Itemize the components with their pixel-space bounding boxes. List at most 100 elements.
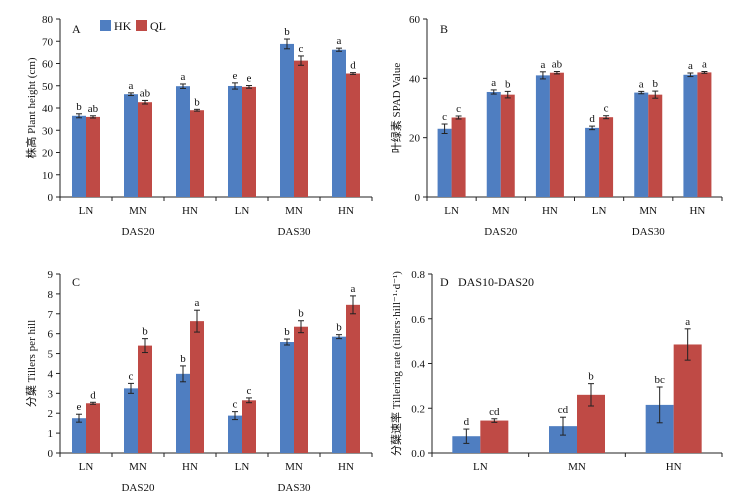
bar-ql	[294, 326, 308, 453]
y-tick-label: 0.6	[411, 314, 425, 326]
x-category-label: HN	[338, 461, 354, 473]
y-tick-label: 6	[48, 329, 54, 341]
significance-letter: ab	[140, 87, 151, 99]
bar-ql	[190, 321, 204, 453]
bar-hk	[535, 75, 550, 197]
bar-ql	[697, 72, 712, 197]
x-group-label: DAS20	[484, 226, 518, 238]
significance-letter: a	[685, 316, 690, 328]
bar-hk	[486, 91, 501, 197]
x-category-label: LN	[235, 205, 250, 217]
significance-letter: c	[247, 385, 252, 397]
significance-letter: b	[180, 353, 186, 365]
y-tick-label: 3	[48, 388, 54, 400]
significance-letter: cd	[489, 406, 500, 418]
bar-hk	[176, 86, 190, 197]
legend-label-hk: HK	[114, 19, 132, 33]
y-tick-label: 50	[42, 81, 54, 93]
x-category-label: HN	[338, 205, 354, 217]
significance-letter: a	[181, 71, 186, 83]
significance-letter: b	[76, 101, 82, 113]
bar-hk	[72, 418, 86, 453]
significance-letter: a	[129, 80, 134, 92]
bar-ql	[242, 400, 256, 453]
y-axis-title: 分蘖速率 Tillering rate (tillers·hill⁻¹·d⁻¹)	[389, 271, 403, 456]
bar-hk	[228, 85, 242, 197]
y-tick-label: 60	[409, 14, 421, 26]
significance-letter: a	[688, 60, 693, 72]
significance-letter: e	[247, 73, 252, 85]
y-axis-title: 叶绿素 SPAD Value	[389, 63, 403, 154]
x-category-label: MN	[129, 205, 147, 217]
x-group-label: DAS30	[277, 226, 311, 238]
y-tick-label: 30	[42, 125, 54, 137]
x-category-label: LN	[79, 461, 94, 473]
y-axis-title: 分蘖 Tillers per hill	[24, 320, 38, 407]
x-category-label: HN	[182, 205, 198, 217]
x-category-label: LN	[235, 461, 250, 473]
bar-ql	[86, 116, 100, 197]
bar-ql	[480, 420, 509, 453]
legend-swatch-ql	[136, 20, 147, 31]
significance-letter: a	[491, 77, 496, 89]
y-tick-label: 0.8	[411, 269, 425, 281]
significance-letter: b	[194, 96, 200, 108]
legend-swatch-hk	[100, 20, 111, 31]
bar-ql	[242, 86, 256, 197]
x-category-label: HN	[666, 461, 682, 473]
y-tick-label: 40	[42, 103, 54, 115]
bar-ql	[549, 72, 564, 197]
legend-label-ql: QL	[150, 19, 166, 33]
significance-letter: a	[337, 35, 342, 47]
y-tick-label: 0.4	[411, 359, 425, 371]
y-tick-label: 80	[42, 14, 54, 26]
x-group-label: DAS30	[277, 482, 311, 494]
significance-letter: a	[195, 297, 200, 309]
significance-letter: a	[351, 283, 356, 295]
bar-ql	[138, 102, 152, 197]
legend: HK QL	[100, 19, 166, 33]
significance-letter: a	[702, 59, 707, 71]
bar-ql	[599, 117, 614, 197]
panel-title: DAS10-DAS20	[458, 275, 534, 289]
significance-letter: c	[233, 399, 238, 411]
x-category-label: MN	[492, 205, 510, 217]
bar-hk	[332, 336, 346, 453]
y-tick-label: 5	[48, 349, 54, 361]
x-category-label: LN	[473, 461, 488, 473]
y-tick-label: 0.2	[411, 403, 425, 415]
bar-hk	[332, 49, 346, 197]
y-tick-label: 1	[48, 428, 54, 440]
significance-letter: b	[336, 322, 342, 334]
y-tick-label: 20	[42, 148, 54, 160]
significance-letter: d	[464, 416, 470, 428]
x-category-label: MN	[285, 205, 303, 217]
significance-letter: ab	[552, 59, 563, 71]
significance-letter: b	[653, 78, 659, 90]
bar-ql	[86, 403, 100, 453]
significance-letter: c	[299, 43, 304, 55]
y-tick-label: 0.0	[411, 448, 425, 460]
panel-b-spad-value: 0 20 40 60 叶绿素 SPAD Value B LN MN HN LN MN HN DAS20 D…	[389, 14, 723, 238]
x-group-label: DAS30	[632, 226, 666, 238]
significance-letter: a	[540, 59, 545, 71]
panel-label: A	[72, 22, 81, 36]
y-tick-label: 60	[42, 59, 54, 71]
x-category-label: MN	[285, 461, 303, 473]
panel-d-tillering-rate: 0.0 0.2 0.4 0.6 0.8 分蘖速率 Tillering rate (till…	[389, 269, 723, 473]
bar-ql	[451, 117, 466, 197]
x-category-label: MN	[568, 461, 586, 473]
significance-letter: a	[639, 78, 644, 90]
bar-hk	[176, 373, 190, 453]
significance-letter: b	[142, 326, 148, 338]
significance-letter: e	[77, 401, 82, 413]
y-tick-label: 10	[42, 170, 54, 182]
bar-hk	[437, 128, 452, 197]
significance-letter: c	[604, 103, 609, 115]
bar-hk	[124, 388, 138, 453]
panel-label: B	[440, 22, 448, 36]
significance-letter: b	[284, 26, 290, 38]
y-tick-label: 7	[48, 309, 54, 321]
y-tick-label: 4	[48, 368, 54, 380]
panel-label: C	[72, 275, 80, 289]
